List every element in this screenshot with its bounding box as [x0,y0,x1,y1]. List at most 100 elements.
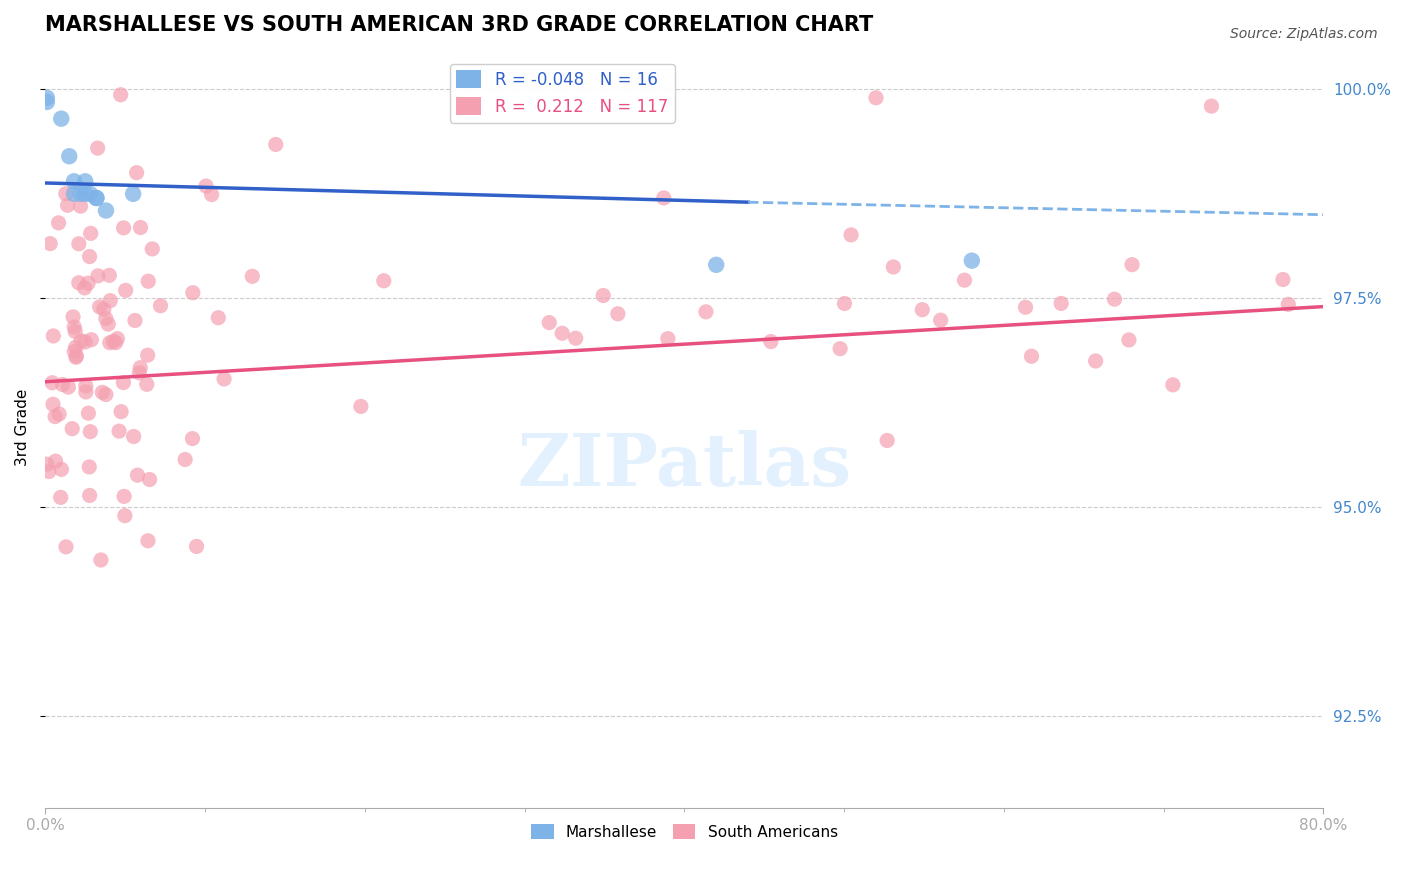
Y-axis label: 3rd Grade: 3rd Grade [15,389,30,467]
Point [69,186,91,201]
Point [695,305,717,319]
Point [1121,258,1143,272]
Point [56,198,79,212]
Point [86,191,108,205]
Point [79,488,101,502]
Point [129,220,152,235]
Point [94,311,117,326]
Point [112,220,135,235]
Point [149,299,172,313]
Point [136,274,159,288]
Point [882,260,904,274]
Point [45,454,67,468]
Point [44,409,66,424]
Point [65,349,87,363]
Point [94,387,117,401]
Point [1014,300,1036,314]
Point [657,332,679,346]
Point [63,320,86,334]
Point [112,489,135,503]
Point [350,400,373,414]
Point [759,334,782,349]
Point [80,333,103,347]
Point [538,316,561,330]
Point [35,91,58,105]
Point [93,302,115,317]
Text: Source: ZipAtlas.com: Source: ZipAtlas.com [1230,27,1378,41]
Point [91,385,114,400]
Point [195,179,218,194]
Point [55,186,77,201]
Point [49,491,72,505]
Point [79,250,101,264]
Point [174,452,197,467]
Point [63,174,86,188]
Point [75,384,97,399]
Point [124,313,146,327]
Point [122,429,145,443]
Point [51,462,73,476]
Point [207,310,229,325]
Point [65,351,87,365]
Point [201,187,224,202]
Point [67,236,90,251]
Point [830,342,852,356]
Point [38,465,60,479]
Point [48,216,70,230]
Point [240,269,263,284]
Point [839,227,862,242]
Point [98,293,121,308]
Point [1050,296,1073,310]
Point [929,313,952,327]
Point [98,335,121,350]
Point [1021,349,1043,363]
Point [606,307,628,321]
Point [42,397,65,411]
Point [77,406,100,420]
Point [90,553,112,567]
Point [39,236,62,251]
Point [1161,377,1184,392]
Point [101,334,124,349]
Point [35,457,58,471]
Point [1271,272,1294,286]
Point [110,87,132,102]
Point [48,407,70,421]
Point [592,288,614,302]
Point [41,376,63,390]
Point [86,141,108,155]
Point [75,174,97,188]
Point [98,268,121,283]
Point [63,186,86,201]
Point [63,344,86,359]
Point [136,533,159,548]
Point [77,276,100,290]
Point [834,296,856,310]
Point [181,432,204,446]
Point [104,335,127,350]
Point [105,332,128,346]
Point [62,310,84,324]
Point [112,376,135,390]
Point [122,186,145,201]
Point [564,331,586,345]
Point [89,300,111,314]
Point [704,258,727,272]
Point [373,274,395,288]
Point [80,227,103,241]
Point [138,473,160,487]
Point [73,281,96,295]
Point [1084,354,1107,368]
Point [69,199,91,213]
Point [86,191,108,205]
Point [73,334,96,349]
Point [35,95,58,109]
Point [110,405,132,419]
Point [42,329,65,343]
Point [551,326,574,341]
Point [51,112,73,126]
Point [51,377,73,392]
Point [1277,297,1299,311]
Point [181,285,204,300]
Point [141,242,163,256]
